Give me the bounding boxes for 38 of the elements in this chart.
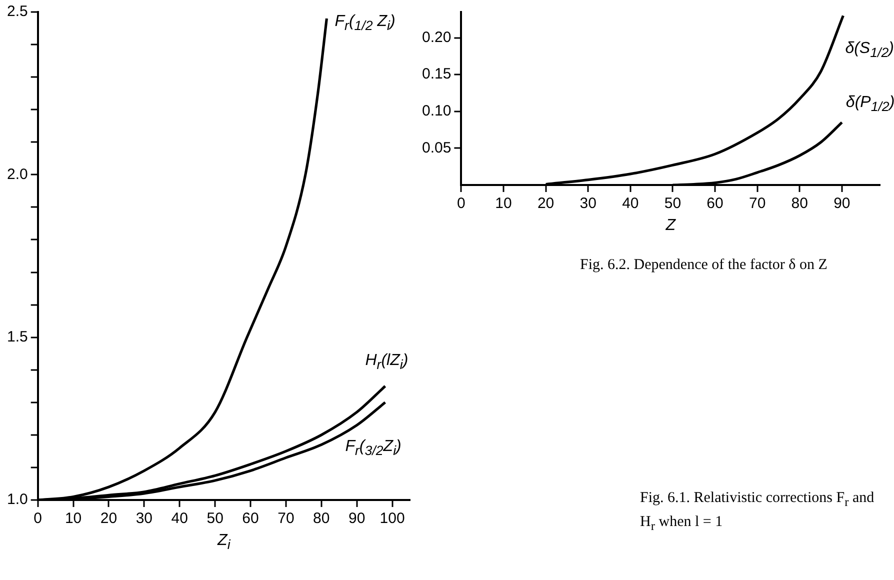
x-tick-label: 40 bbox=[171, 510, 188, 528]
y-tick-label: 0.10 bbox=[422, 102, 452, 120]
x-tick-label: 30 bbox=[136, 510, 153, 528]
x-tick-label: 100 bbox=[380, 510, 405, 528]
series-label: δ(P$_{1/2}$) bbox=[846, 94, 894, 117]
x-tick-label: 10 bbox=[64, 510, 82, 528]
y-tick-label: 0.20 bbox=[422, 28, 452, 46]
x-tick-label: 40 bbox=[622, 195, 639, 212]
y-tick-label: 0.15 bbox=[422, 66, 452, 83]
x-tick-label: 60 bbox=[242, 510, 259, 528]
series-label: δ(S$_{1/2}$) bbox=[845, 40, 894, 62]
x-tick-label: 20 bbox=[100, 510, 118, 528]
x-tick-label: 50 bbox=[206, 510, 224, 528]
x-tick-label: 30 bbox=[580, 195, 596, 212]
series-label: F$_{r}$($_{1/2}$ Z$_{i}$) bbox=[334, 12, 396, 35]
x-tick-label: 0 bbox=[457, 195, 466, 212]
series-label: H$_{r}$(lZ$_{i}$) bbox=[365, 352, 408, 374]
y-tick-label: 1.5 bbox=[6, 328, 28, 346]
y-tick-label: 1.0 bbox=[6, 491, 28, 508]
x-tick-label: 90 bbox=[834, 195, 850, 212]
y-tick-label: 2.5 bbox=[6, 3, 28, 20]
x-axis-title: Z$_{i}$ bbox=[216, 532, 232, 552]
x-axis-title: Z bbox=[664, 217, 677, 235]
x-tick-label: 50 bbox=[664, 195, 682, 212]
text: Fig. 6.1. Relativistic corrections F$_{r}$ and H$_{r}$ when l = 1 bbox=[640, 490, 874, 533]
series-label: F$_{r}$($_{3/2}$Z$_{i}$) bbox=[345, 438, 402, 461]
y-tick-label: 0.05 bbox=[422, 139, 452, 156]
x-tick-label: 70 bbox=[278, 510, 294, 528]
x-tick-label: 80 bbox=[313, 510, 330, 528]
x-tick-label: 60 bbox=[706, 195, 724, 212]
x-tick-label: 90 bbox=[348, 510, 366, 528]
caption: Fig. 6.2. Dependence of the factor δ on Z bbox=[580, 256, 828, 275]
y-tick-label: 2.0 bbox=[6, 166, 28, 183]
x-tick-label: 80 bbox=[791, 195, 808, 212]
x-tick-label: 70 bbox=[748, 195, 766, 212]
x-tick-label: 20 bbox=[537, 195, 554, 212]
x-tick-label: 0 bbox=[34, 510, 42, 528]
x-tick-label: 10 bbox=[495, 195, 512, 212]
